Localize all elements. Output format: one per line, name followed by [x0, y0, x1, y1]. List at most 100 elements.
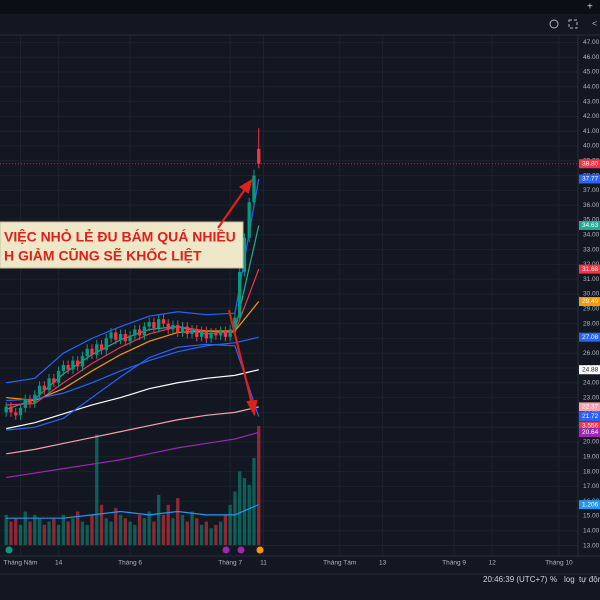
x-tick-label: 11 — [260, 560, 267, 567]
y-tick-label: 23.00 — [583, 394, 600, 401]
y-tick-label: 18.00 — [583, 468, 600, 475]
candle-body — [190, 329, 194, 334]
candle-body — [80, 356, 85, 367]
indicator-line — [6, 336, 259, 402]
volume-bar — [104, 518, 108, 545]
price-label-bg — [579, 297, 600, 307]
share-icon[interactable]: < — [592, 18, 597, 28]
candle-body — [23, 399, 27, 408]
y-tick-label: 42.00 — [583, 113, 600, 120]
y-tick-label: 29.00 — [583, 305, 600, 312]
volume-bar — [147, 511, 151, 545]
y-tick-label: 26.00 — [583, 350, 600, 357]
volume-bar — [56, 524, 61, 545]
candle-body — [76, 360, 80, 367]
candle-body — [195, 329, 199, 337]
candle-body — [214, 332, 218, 336]
y-tick-label: 44.00 — [583, 84, 600, 91]
y-tick-label: 35.00 — [583, 217, 600, 224]
annotation-box — [0, 221, 244, 269]
y-tick-label: 47.00 — [583, 39, 600, 46]
candle-body — [9, 406, 13, 413]
price-label: 31.68 — [582, 266, 599, 273]
candle-body — [228, 329, 232, 337]
price-label-bg — [579, 174, 600, 184]
arrow-head — [238, 178, 253, 194]
y-tick-label: 41.00 — [583, 128, 600, 135]
annotation-line: VIỆC NHỎ LẺ ĐU BÁM QUÁ NHIỀU — [4, 228, 236, 245]
candle-body — [223, 330, 228, 337]
volume-bar — [233, 491, 237, 545]
candle-body — [14, 412, 18, 416]
volume-bar — [166, 504, 170, 545]
candle-body — [133, 329, 137, 336]
candle-body — [28, 399, 32, 404]
event-marker — [237, 546, 245, 554]
price-label: 3.556 — [582, 423, 599, 430]
y-tick-label: 20.00 — [583, 439, 600, 446]
x-tick-label: Tháng Năm — [4, 560, 38, 567]
fullscreen-icon[interactable] — [568, 19, 578, 29]
volume-bar — [214, 524, 218, 545]
x-tick-label: 13 — [379, 560, 387, 567]
candle-body — [37, 385, 42, 395]
candle-body — [4, 406, 8, 413]
volume-bar — [195, 518, 199, 545]
volume-bar — [209, 528, 213, 545]
x-tick-label: Tháng 7 — [218, 560, 242, 567]
volume-bar — [252, 457, 256, 545]
price-label: 29.49 — [582, 298, 599, 305]
price-label-bg — [579, 412, 600, 422]
volume-bar — [18, 524, 23, 545]
price-label: 24.88 — [582, 366, 599, 373]
candle-body — [252, 175, 256, 203]
candle-body — [157, 319, 161, 329]
candle-body — [18, 407, 23, 416]
y-tick-label: 19.00 — [583, 453, 600, 460]
volume-bar — [118, 514, 123, 545]
volume-bar — [157, 494, 161, 545]
indicator-line — [6, 369, 259, 430]
x-tick-label: Tháng Tám — [323, 560, 356, 567]
candle-body — [33, 394, 37, 404]
candle-body — [247, 202, 251, 238]
candle-body — [52, 378, 56, 383]
volume-bar — [85, 524, 89, 545]
candle-body — [123, 333, 127, 342]
price-label: 38.80 — [582, 160, 599, 167]
price-label: 21.72 — [582, 413, 599, 420]
indicator-line — [6, 178, 260, 384]
volume-bar — [133, 524, 137, 545]
candle-body — [142, 326, 147, 336]
y-tick-label: 15.00 — [583, 513, 600, 520]
candle-body — [90, 348, 94, 355]
candle-body — [99, 344, 104, 351]
percent-toggle[interactable]: % — [550, 575, 557, 584]
price-label-bg — [579, 402, 600, 412]
new-tab-icon[interactable]: + — [587, 2, 593, 13]
volume-bar — [66, 521, 70, 545]
settings-icon[interactable] — [549, 19, 559, 29]
volume-bar — [180, 514, 185, 545]
y-tick-label: 33.00 — [583, 246, 600, 253]
volume-bar — [114, 508, 118, 545]
price-label: 22.37 — [582, 404, 599, 411]
candle-body — [104, 338, 108, 351]
auto-toggle[interactable]: tự động — [579, 575, 600, 584]
indicator-line — [6, 406, 259, 455]
volume-bar — [176, 498, 180, 545]
volume-bar — [171, 518, 175, 545]
status-bar — [0, 574, 600, 600]
indicator-line — [6, 504, 259, 519]
candle-body — [47, 378, 51, 391]
log-toggle[interactable]: log — [564, 575, 575, 584]
annotation: VIỆC NHỎ LẺ ĐU BÁM QUÁ NHIỀU H GIẢM CŨNG… — [0, 221, 244, 269]
y-tick-label: 14.00 — [583, 527, 600, 534]
y-tick-label: 45.00 — [583, 69, 600, 76]
clock: 20:46:39 (UTC+7) — [483, 575, 548, 584]
y-tick-label: 43.00 — [583, 98, 600, 105]
volume-bar — [76, 511, 80, 545]
candle-body — [257, 148, 261, 164]
